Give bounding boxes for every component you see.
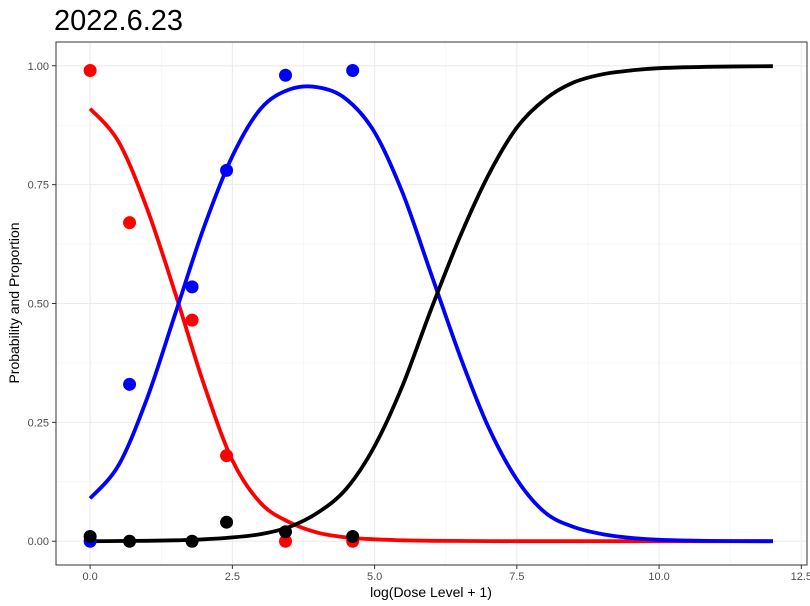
x-tick-label: 5.0 bbox=[367, 571, 382, 583]
series-line-1 bbox=[88, 107, 773, 544]
series-1-point bbox=[279, 534, 293, 548]
series-1-point bbox=[83, 64, 97, 78]
series-lines bbox=[88, 64, 773, 544]
x-axis-title: log(Dose Level + 1) bbox=[370, 584, 492, 600]
series-2-point bbox=[220, 163, 234, 177]
series-1-point bbox=[185, 313, 199, 327]
y-tick-label: 0.75 bbox=[28, 180, 49, 192]
series-3-point bbox=[185, 534, 199, 548]
series-3-point bbox=[279, 525, 293, 539]
series-1-point bbox=[220, 449, 234, 463]
x-axis-ticks: 0.0 2.5 5.0 7.5 10.0 12.5 bbox=[82, 565, 810, 583]
series-line-3 bbox=[90, 64, 773, 544]
series-line-2 bbox=[88, 84, 773, 544]
series-2-point bbox=[346, 64, 360, 78]
y-tick-label: 0.50 bbox=[28, 299, 49, 311]
x-tick-label: 10.0 bbox=[648, 571, 669, 583]
series-1-point bbox=[123, 216, 137, 230]
series-3-point bbox=[83, 529, 97, 543]
x-tick-label: 2.5 bbox=[225, 571, 240, 583]
series-3-point bbox=[346, 529, 360, 543]
series-2-point bbox=[279, 68, 293, 82]
chart-title: 2022.6.23 bbox=[54, 5, 183, 37]
y-axis-ticks: 0.00 0.25 0.50 0.75 1.00 bbox=[28, 61, 56, 548]
series-2-point bbox=[123, 377, 137, 391]
series-3-point bbox=[220, 515, 234, 529]
y-tick-label: 1.00 bbox=[28, 61, 49, 73]
series-3-point bbox=[123, 534, 137, 548]
y-tick-label: 0.25 bbox=[28, 417, 49, 429]
x-tick-label: 12.5 bbox=[791, 571, 810, 583]
y-axis-title: Probability and Proportion bbox=[6, 222, 22, 383]
y-tick-label: 0.00 bbox=[28, 536, 49, 548]
x-tick-label: 7.5 bbox=[509, 571, 524, 583]
series-2-point bbox=[185, 280, 199, 294]
x-tick-label: 0.0 bbox=[82, 571, 97, 583]
series-points bbox=[83, 64, 360, 548]
